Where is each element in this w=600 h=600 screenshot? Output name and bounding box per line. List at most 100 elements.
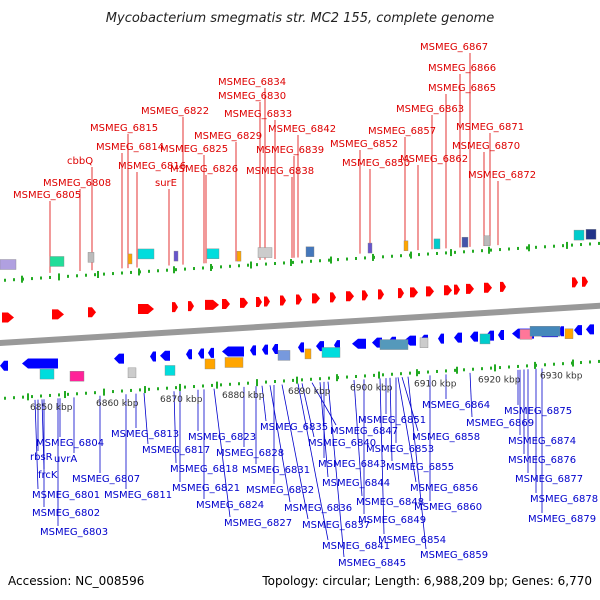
gene-tracks <box>0 229 600 401</box>
major-tick <box>210 263 212 271</box>
gene-label-top: MSMEG_6867 <box>420 42 488 53</box>
gene-label-bottom: MSMEG_6854 <box>378 535 446 546</box>
minor-tick <box>103 272 105 276</box>
minor-tick <box>13 396 15 400</box>
major-tick <box>256 379 258 387</box>
feature-box <box>127 253 133 265</box>
leader-line-bottom <box>397 377 417 483</box>
minor-tick <box>463 250 465 254</box>
leader-line-bottom <box>143 393 149 445</box>
forward-gene-arrow <box>312 293 320 304</box>
leader-lines <box>34 53 543 558</box>
scale-label: 6920 kbp <box>478 375 521 385</box>
minor-tick <box>589 360 591 364</box>
reverse-gene-arrow <box>272 343 278 354</box>
minor-tick <box>193 385 195 389</box>
gene-label-bottom: MSMEG_6876 <box>508 455 576 466</box>
forward-gene-arrow <box>346 291 354 302</box>
minor-tick <box>382 255 384 259</box>
gene-label-bottom: rbsR <box>30 452 53 463</box>
major-tick <box>27 393 29 401</box>
gene-label-top: MSMEG_6833 <box>224 109 292 120</box>
minor-tick <box>157 387 159 391</box>
gene-label-bottom: MSMEG_6811 <box>104 490 172 501</box>
major-tick <box>179 383 181 391</box>
minor-tick <box>472 249 474 253</box>
minor-tick <box>445 251 447 255</box>
reverse-gene-arrow <box>438 333 444 344</box>
minor-tick <box>211 383 213 387</box>
minor-tick <box>544 245 546 249</box>
minor-tick <box>589 242 591 246</box>
major-tick <box>488 246 490 254</box>
minor-tick <box>148 387 150 391</box>
feature-box <box>277 350 291 361</box>
gene-label-bottom: MSMEG_6828 <box>216 448 284 459</box>
gene-label-bottom: MSMEG_6831 <box>242 465 310 476</box>
minor-tick <box>229 382 231 386</box>
major-tick <box>336 374 338 382</box>
forward-gene-arrow <box>410 287 418 298</box>
minor-tick <box>283 261 285 265</box>
minor-tick <box>94 391 96 395</box>
minor-tick <box>328 258 330 262</box>
minor-tick <box>67 392 69 396</box>
minor-tick <box>481 367 483 371</box>
reverse-gene-arrow <box>22 358 58 369</box>
minor-tick <box>526 364 528 368</box>
feature-box <box>69 371 85 382</box>
gene-label-bottom: MSMEG_6802 <box>32 508 100 519</box>
minor-tick <box>391 254 393 258</box>
major-tick <box>494 364 496 372</box>
forward-gene-arrow <box>138 303 154 314</box>
gene-label-top: MSMEG_6865 <box>428 83 496 94</box>
minor-tick <box>229 264 231 268</box>
minor-tick <box>508 365 510 369</box>
major-tick <box>456 366 458 374</box>
feature-box <box>204 358 216 370</box>
minor-tick <box>409 371 411 375</box>
minor-tick <box>256 263 258 267</box>
minor-tick <box>553 244 555 248</box>
gene-label-bottom: MSMEG_6858 <box>412 432 480 443</box>
minor-tick <box>400 372 402 376</box>
major-tick <box>103 388 105 396</box>
leader-line-bottom <box>379 378 385 535</box>
major-tick <box>97 270 99 278</box>
forward-gene-arrow <box>172 302 178 313</box>
minor-tick <box>94 273 96 277</box>
forward-gene-arrow <box>362 290 368 301</box>
minor-tick <box>292 378 294 382</box>
leader-line-bottom <box>297 383 329 541</box>
minor-tick <box>274 380 276 384</box>
reverse-gene-arrow <box>222 346 244 357</box>
minor-tick <box>373 373 375 377</box>
reverse-gene-arrow <box>150 351 156 362</box>
forward-gene-arrow <box>264 296 270 307</box>
minor-tick <box>301 260 303 264</box>
minor-tick <box>463 368 465 372</box>
minor-tick <box>319 259 321 263</box>
scale-label: 6890 kbp <box>288 387 331 397</box>
gene-label-bottom: MSMEG_6813 <box>111 429 179 440</box>
leader-line-bottom <box>389 377 393 462</box>
minor-tick <box>418 253 420 257</box>
minor-tick <box>445 369 447 373</box>
gene-label-bottom: MSMEG_6878 <box>530 494 598 505</box>
reverse-gene-arrow <box>298 342 304 353</box>
minor-tick <box>67 274 69 278</box>
scale-label: 6870 kbp <box>160 395 203 405</box>
scale-label: 6880 kbp <box>222 391 265 401</box>
minor-tick <box>346 375 348 379</box>
feature-box <box>367 242 373 254</box>
forward-gene-arrow <box>222 298 230 309</box>
minor-tick <box>247 381 249 385</box>
forward-gene-arrow <box>582 276 588 287</box>
gene-label-bottom: MSMEG_6855 <box>386 462 454 473</box>
minor-tick <box>4 396 6 400</box>
minor-tick <box>238 264 240 268</box>
gene-label-top: MSMEG_6834 <box>218 77 286 88</box>
minor-tick <box>175 386 177 390</box>
feature-box <box>419 337 429 348</box>
scale-label: 6930 kbp <box>540 372 583 382</box>
